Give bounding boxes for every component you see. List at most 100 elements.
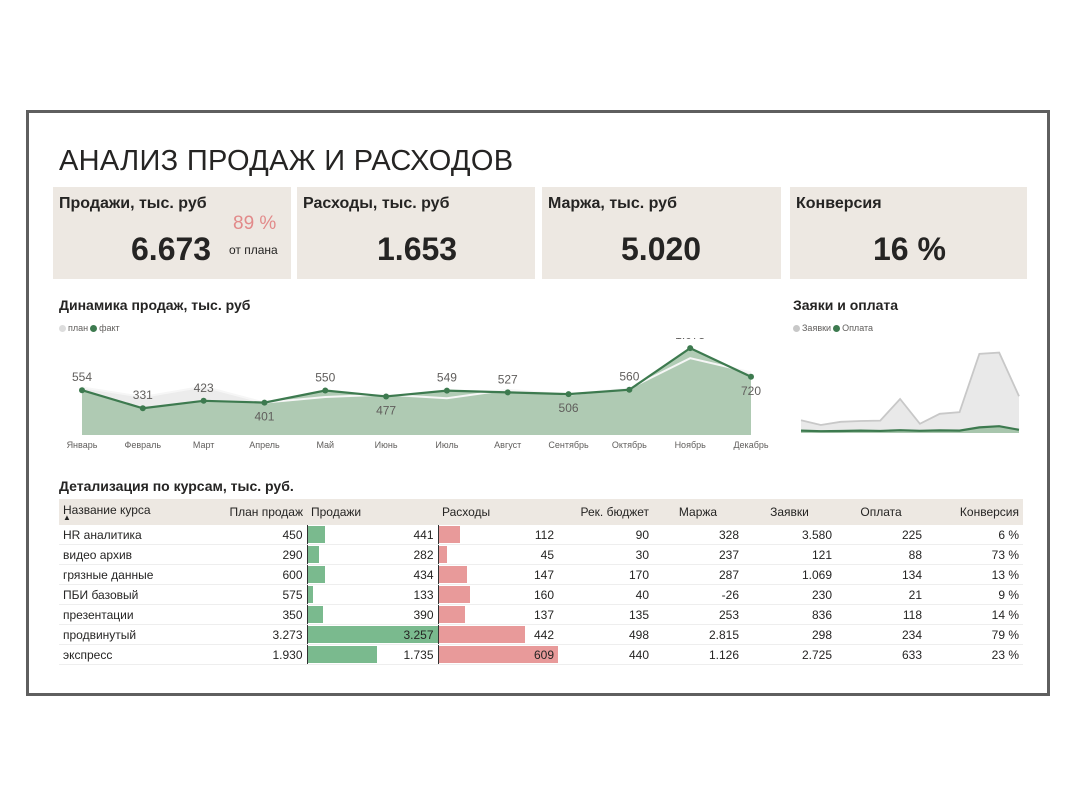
x-tick-label: Май bbox=[316, 440, 334, 450]
fact-point bbox=[383, 393, 390, 400]
header-conversion[interactable]: Конверсия bbox=[926, 499, 1023, 525]
data-label: 550 bbox=[315, 371, 335, 385]
header-budget[interactable]: Рек. бюджет bbox=[558, 499, 653, 525]
cell-sales: 3.257 bbox=[306, 624, 438, 645]
costs-value: 137 bbox=[533, 607, 554, 622]
sales-bar bbox=[307, 546, 319, 563]
cell-paid: 88 bbox=[836, 544, 926, 565]
data-label: 401 bbox=[254, 410, 274, 424]
header-leads[interactable]: Заявки bbox=[743, 499, 836, 525]
cell-leads: 230 bbox=[743, 584, 836, 605]
data-label: 554 bbox=[72, 370, 92, 384]
course-details-table: Название курса ▲ План продаж Продажи Расх… bbox=[59, 499, 1023, 665]
table-row[interactable]: презентации 350 390 137 135 253 836 118 14 % bbox=[59, 604, 1023, 625]
sales-line-chart[interactable]: 554 Январь 331 Февраль 423 Март 401 Апрель 550 Ма… bbox=[59, 338, 779, 453]
fact-point bbox=[626, 386, 633, 393]
costs-bar bbox=[438, 566, 468, 583]
legend-label: план bbox=[68, 323, 89, 333]
cell-leads: 121 bbox=[743, 544, 836, 565]
table-title: Детализация по курсам, тыс. руб. bbox=[59, 478, 294, 494]
header-costs[interactable]: Расходы bbox=[438, 499, 558, 525]
sales-bar bbox=[307, 626, 438, 643]
header-sales[interactable]: Продажи bbox=[307, 499, 438, 525]
table-row[interactable]: грязные данные 600 434 147 170 287 1.069 134 13 … bbox=[59, 564, 1023, 585]
cell-margin: -26 bbox=[653, 584, 743, 605]
dashboard-frame: АНАЛИЗ ПРОДАЖ И РАСХОДОВ Продажи, тыс. р… bbox=[26, 110, 1050, 696]
sales-bar bbox=[307, 646, 377, 663]
cell-costs: 137 bbox=[437, 604, 558, 625]
cell-conversion: 79 % bbox=[926, 624, 1023, 645]
cell-sales: 1.735 bbox=[306, 644, 438, 665]
cell-sales: 441 bbox=[306, 525, 438, 545]
legend-item-leads[interactable]: Заявки bbox=[793, 323, 831, 333]
kpi-value: 6.673 bbox=[131, 231, 212, 267]
costs-value: 112 bbox=[534, 527, 554, 542]
cell-plan: 350 bbox=[201, 604, 307, 625]
x-tick-label: Июль bbox=[435, 440, 458, 450]
leads-area-chart[interactable] bbox=[797, 345, 1025, 437]
table-row[interactable]: продвинутый 3.273 3.257 442 498 2.815 298 234 79… bbox=[59, 624, 1023, 645]
fact-point bbox=[200, 397, 207, 404]
kpi-plan-caption: от плана bbox=[229, 243, 278, 257]
table-row[interactable]: HR аналитика 450 441 112 90 328 3.580 225 6 % bbox=[59, 525, 1023, 545]
kpi-card-conversion[interactable]: Конверсия 16 % bbox=[790, 187, 1027, 279]
legend-label: Оплата bbox=[842, 323, 874, 333]
costs-value: 45 bbox=[540, 547, 554, 562]
data-label: 423 bbox=[194, 381, 214, 395]
costs-value: 442 bbox=[533, 627, 554, 642]
table-row[interactable]: ПБИ базовый 575 133 160 40 -26 230 21 9 % bbox=[59, 584, 1023, 605]
header-plan[interactable]: План продаж bbox=[201, 499, 307, 525]
cell-conversion: 73 % bbox=[926, 544, 1023, 565]
sales-bar bbox=[307, 526, 326, 543]
legend-item-paid[interactable]: Оплата bbox=[833, 323, 873, 333]
sales-value: 133 bbox=[413, 587, 434, 602]
cell-paid: 234 bbox=[836, 624, 926, 645]
legend-label: факт bbox=[99, 323, 120, 333]
leads-chart-legend[interactable]: Заявки Оплата bbox=[793, 323, 875, 333]
fact-line bbox=[81, 346, 752, 410]
cell-budget: 30 bbox=[558, 544, 653, 565]
sales-chart-legend[interactable]: план факт bbox=[59, 323, 122, 333]
x-tick-label: Август bbox=[494, 440, 521, 450]
costs-bar bbox=[438, 646, 558, 663]
table-row[interactable]: видео архив 290 282 45 30 237 121 88 73 % bbox=[59, 544, 1023, 565]
legend-item-plan[interactable]: план bbox=[59, 323, 88, 333]
header-paid[interactable]: Оплата bbox=[836, 499, 926, 525]
cell-margin: 2.815 bbox=[653, 624, 743, 645]
data-label: 1.075 bbox=[675, 338, 705, 342]
cell-course-name: видео архив bbox=[59, 544, 201, 565]
cell-budget: 498 bbox=[558, 624, 653, 645]
header-course-name[interactable]: Название курса ▲ bbox=[59, 499, 201, 525]
kpi-card-costs[interactable]: Расходы, тыс. руб 1.653 bbox=[297, 187, 535, 279]
kpi-label: Продажи, тыс. руб bbox=[59, 195, 207, 212]
header-margin[interactable]: Маржа bbox=[653, 499, 743, 525]
sales-bar bbox=[307, 586, 313, 603]
cell-course-name: презентации bbox=[59, 604, 201, 625]
legend-dot-paid bbox=[833, 324, 841, 332]
cell-paid: 118 bbox=[836, 604, 926, 625]
kpi-card-margin[interactable]: Маржа, тыс. руб 5.020 bbox=[542, 187, 781, 279]
sort-ascending-icon[interactable]: ▲ bbox=[63, 513, 71, 522]
cell-leads: 2.725 bbox=[743, 644, 836, 665]
data-label: 477 bbox=[376, 403, 396, 417]
cell-paid: 633 bbox=[836, 644, 926, 665]
x-tick-label: Апрель bbox=[249, 440, 280, 450]
leads-chart-title: Заяки и оплата bbox=[793, 297, 899, 313]
table-row[interactable]: экспресс 1.930 1.735 609 440 1.126 2.725 633 23 … bbox=[59, 644, 1023, 665]
costs-bar bbox=[438, 526, 461, 543]
fact-point bbox=[322, 387, 329, 394]
legend-item-fact[interactable]: факт bbox=[90, 323, 120, 333]
legend-dot-fact bbox=[90, 324, 98, 332]
cell-course-name: экспресс bbox=[59, 644, 201, 665]
header-label: Название курса bbox=[63, 503, 151, 517]
cell-plan: 290 bbox=[201, 544, 307, 565]
data-label: 720 bbox=[741, 384, 761, 398]
cell-margin: 253 bbox=[653, 604, 743, 625]
cell-costs: 160 bbox=[437, 584, 558, 605]
kpi-label: Маржа, тыс. руб bbox=[548, 195, 677, 212]
kpi-card-sales[interactable]: Продажи, тыс. руб 6.673 89 % от плана bbox=[53, 187, 291, 279]
data-label: 560 bbox=[619, 370, 639, 384]
cell-margin: 328 bbox=[653, 525, 743, 545]
sales-value: 282 bbox=[413, 547, 434, 562]
cell-plan: 1.930 bbox=[201, 644, 307, 665]
